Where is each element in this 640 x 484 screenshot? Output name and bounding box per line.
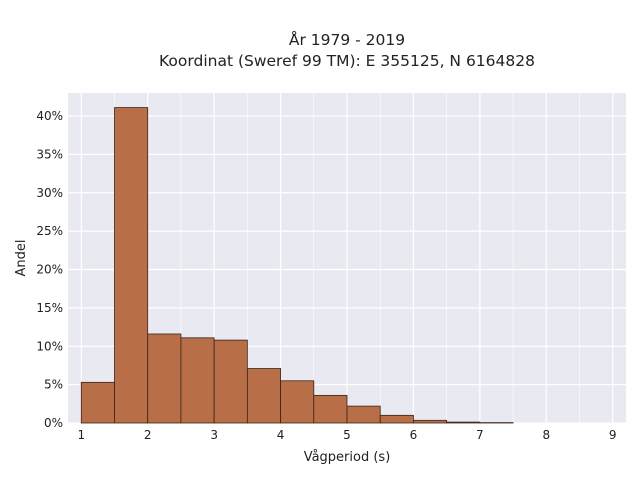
x-tick-label: 6 <box>410 428 418 442</box>
x-tick-label: 9 <box>609 428 617 442</box>
x-axis-label: Vågperiod (s) <box>304 450 391 465</box>
histogram-bar <box>314 395 347 423</box>
x-tick-labels: 1 2 3 4 5 6 7 8 9 <box>77 428 616 442</box>
y-tick-label: 25% <box>36 224 63 238</box>
x-tick-label: 1 <box>77 428 85 442</box>
x-tick-label: 7 <box>476 428 484 442</box>
x-tick-label: 3 <box>210 428 218 442</box>
y-tick-label: 40% <box>36 109 63 123</box>
histogram-bar <box>447 422 480 423</box>
histogram-bar <box>81 382 114 423</box>
chart-title-line-1: År 1979 - 2019 <box>289 30 405 49</box>
histogram-bar <box>413 420 446 423</box>
chart-title-line-2: Koordinat (Sweref 99 TM): E 355125, N 61… <box>159 52 535 70</box>
histogram-bar <box>347 406 380 423</box>
histogram-bar <box>214 340 247 423</box>
x-tick-label: 2 <box>144 428 152 442</box>
x-tick-label: 8 <box>542 428 550 442</box>
y-tick-label: 15% <box>36 301 63 315</box>
y-tick-label: 20% <box>36 263 63 277</box>
histogram-bar <box>247 369 280 423</box>
histogram-bar <box>148 334 181 423</box>
histogram-bar <box>281 381 314 423</box>
y-axis-label: Andel <box>14 240 29 277</box>
histogram-bar <box>380 415 413 423</box>
x-tick-label: 4 <box>277 428 285 442</box>
y-tick-label: 5% <box>44 378 63 392</box>
y-tick-label: 35% <box>36 147 63 161</box>
histogram-bar <box>181 338 214 423</box>
y-tick-label: 30% <box>36 186 63 200</box>
y-tick-label: 0% <box>44 416 63 430</box>
histogram-bar <box>115 108 148 423</box>
y-tick-label: 10% <box>36 339 63 353</box>
x-tick-label: 5 <box>343 428 351 442</box>
y-tick-labels: 0% 5% 10% 15% 20% 25% 30% 35% 40% <box>36 109 63 430</box>
